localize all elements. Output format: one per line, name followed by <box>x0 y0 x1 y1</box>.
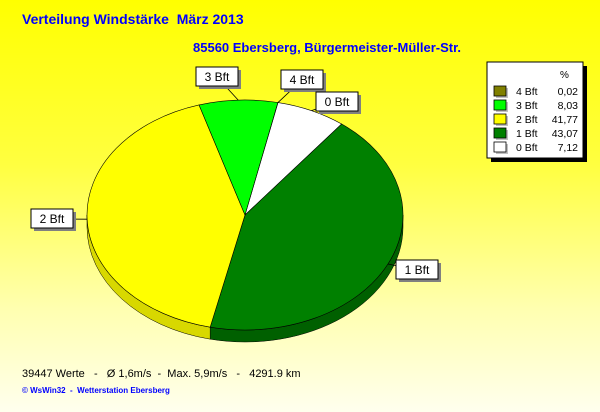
legend-value: 7,12 <box>558 142 579 154</box>
credit-line: © WsWin32 - Wetterstation Ebersberg <box>22 386 170 395</box>
slice-label: 4 Bft <box>290 73 315 87</box>
slice-label-box <box>30 208 74 229</box>
legend-label: 4 Bft <box>516 86 538 98</box>
slice-label: 0 Bft <box>325 95 350 109</box>
slice-label-box <box>280 69 324 90</box>
legend-swatch <box>493 85 507 97</box>
legend-value: 41,77 <box>552 114 578 126</box>
legend-label: 3 Bft <box>516 100 538 112</box>
legend-label: 1 Bft <box>516 128 538 140</box>
pie-slice-3-bft[interactable] <box>198 99 279 216</box>
chart-subtitle: 85560 Ebersberg, Bürgermeister-Müller-St… <box>193 40 462 55</box>
slice-label: 2 Bft <box>40 212 65 226</box>
chart-title: Verteilung Windstärke März 2013 <box>22 11 244 27</box>
slice-label: 3 Bft <box>205 70 230 84</box>
legend-header: % <box>560 70 569 81</box>
stats-line: 39447 Werte - Ø 1,6m/s - Max. 5,9m/s - 4… <box>22 368 301 380</box>
legend-swatch <box>493 141 507 153</box>
slice-label-box <box>315 91 359 112</box>
legend-swatch <box>493 113 507 125</box>
slice-label-box <box>195 66 239 87</box>
legend-value: 0,02 <box>558 86 579 98</box>
slice-label-box <box>395 259 439 280</box>
pie-slice-1-bft[interactable] <box>209 123 404 331</box>
legend-swatch <box>493 99 507 111</box>
legend-label: 2 Bft <box>516 114 538 126</box>
legend-swatch <box>493 127 507 139</box>
legend-value: 8,03 <box>558 100 579 112</box>
legend-value: 43,07 <box>552 128 578 140</box>
legend-label: 0 Bft <box>516 142 538 154</box>
slice-label: 1 Bft <box>405 263 430 277</box>
